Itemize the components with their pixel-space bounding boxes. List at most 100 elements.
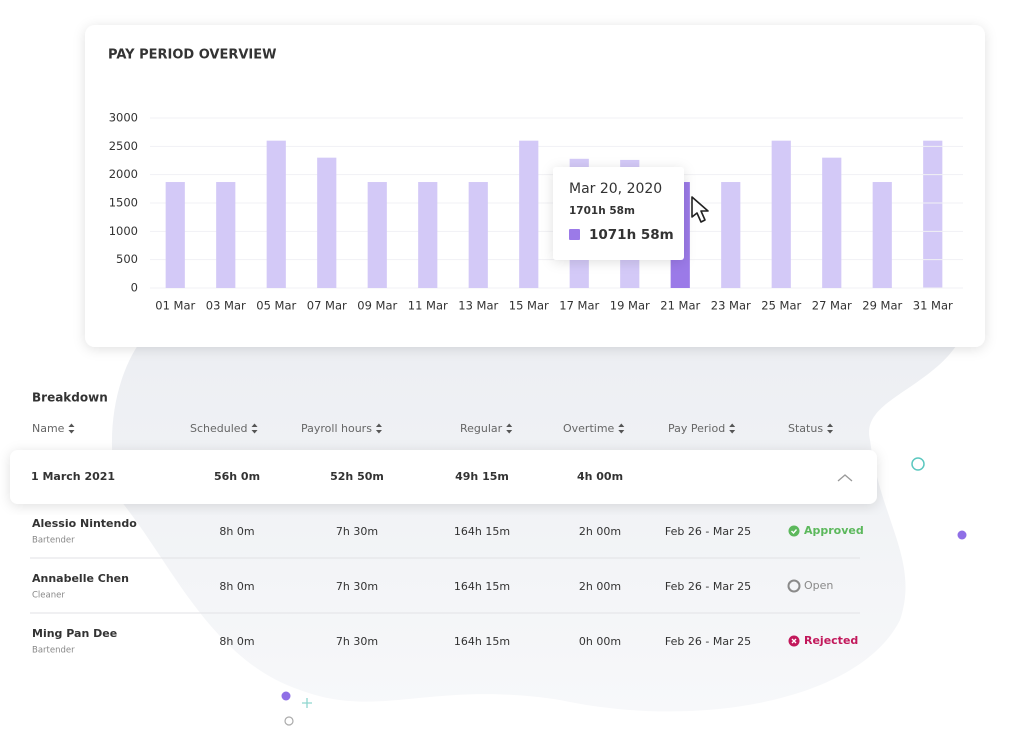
y-tick-label: 2000: [109, 167, 138, 181]
cell: 8h 0m: [219, 635, 254, 648]
x-tick-label: 09 Mar: [357, 299, 397, 313]
bar[interactable]: [872, 182, 892, 288]
group-row[interactable]: [10, 450, 877, 504]
group-cell: 56h 0m: [214, 470, 260, 483]
sort-icon[interactable]: [251, 423, 258, 434]
bar[interactable]: [822, 157, 842, 288]
x-tick-label: 29 Mar: [862, 299, 902, 313]
cell: 164h 15m: [454, 580, 510, 593]
x-tick-label: 13 Mar: [458, 299, 498, 313]
decor: [911, 457, 925, 471]
cell: 7h 30m: [336, 525, 378, 538]
cell: 8h 0m: [219, 525, 254, 538]
cursor: [691, 196, 709, 223]
decor: [281, 691, 291, 701]
column-header[interactable]: Regular: [460, 422, 503, 435]
group-cell: 1 March 2021: [31, 470, 115, 483]
bar[interactable]: [923, 140, 943, 288]
sort-icon[interactable]: [68, 423, 75, 434]
cell: 164h 15m: [454, 525, 510, 538]
column-header[interactable]: Overtime: [563, 422, 615, 435]
cell: 2h 00m: [579, 580, 621, 593]
sort-icon[interactable]: [506, 423, 513, 434]
tooltip-value: 1071h 58m: [589, 227, 674, 243]
group-cell: 52h 50m: [330, 470, 384, 483]
y-tick-label: 1500: [109, 196, 138, 210]
decor: [284, 716, 294, 726]
tooltip-swatch: [569, 229, 580, 240]
status: Rejected: [804, 634, 858, 647]
status-icon: [788, 525, 800, 537]
employee-role: Bartender: [32, 536, 75, 546]
cell: 2h 00m: [579, 525, 621, 538]
bar[interactable]: [519, 140, 539, 288]
chart-title: PAY PERIOD OVERVIEW: [108, 48, 277, 63]
cell: Feb 26 - Mar 25: [665, 525, 751, 538]
breakdown-title: Breakdown: [32, 391, 108, 405]
table: Name Scheduled Payroll hours Regular Overtim…: [30, 422, 864, 656]
y-tick-label: 3000: [109, 111, 138, 125]
x-tick-label: 19 Mar: [610, 299, 650, 313]
x-tick-label: 11 Mar: [408, 299, 448, 313]
employee-name: Annabelle Chen: [32, 572, 129, 585]
employee-role: Bartender: [32, 646, 75, 656]
x-tick-label: 07 Mar: [307, 299, 347, 313]
x-tick-label: 31 Mar: [913, 299, 953, 313]
bar[interactable]: [721, 182, 741, 288]
sort-icon[interactable]: [729, 423, 736, 434]
x-tick-label: 17 Mar: [559, 299, 599, 313]
collapse-icon[interactable]: [837, 474, 853, 482]
y-tick-label: 2500: [109, 139, 138, 153]
x-tick-label: 05 Mar: [256, 299, 296, 313]
y-tick-label: 0: [131, 281, 138, 295]
tooltip-box: [553, 167, 684, 260]
status: Open: [804, 579, 833, 592]
status-icon: [791, 529, 798, 535]
group-cell: 49h 15m: [455, 470, 509, 483]
x-tick-label: 01 Mar: [155, 299, 195, 313]
column-header[interactable]: Pay Period: [668, 422, 725, 435]
bar[interactable]: [216, 182, 236, 288]
bar[interactable]: [165, 182, 185, 288]
sort-icon[interactable]: [375, 423, 382, 434]
employee-name: Alessio Nintendo: [32, 517, 137, 530]
column-header[interactable]: Name: [32, 422, 65, 435]
sort-icon[interactable]: [618, 423, 625, 434]
cell: 7h 30m: [336, 635, 378, 648]
employee-name: Ming Pan Dee: [32, 627, 117, 640]
x-tick-label: 23 Mar: [711, 299, 751, 313]
decor: [957, 530, 967, 540]
tooltip-line: 1701h 58m: [569, 205, 635, 217]
employee-role: Cleaner: [32, 591, 65, 601]
status: Approved: [804, 524, 864, 537]
bar[interactable]: [317, 157, 337, 288]
cell: Feb 26 - Mar 25: [665, 580, 751, 593]
bar[interactable]: [266, 140, 286, 288]
y-tick-label: 1000: [109, 224, 138, 238]
x-tick-label: 27 Mar: [812, 299, 852, 313]
background-blob: [111, 330, 960, 712]
column-header[interactable]: Payroll hours: [301, 422, 372, 435]
column-header[interactable]: Status: [788, 422, 823, 435]
y-tick-label: 500: [116, 252, 138, 266]
decor: [302, 698, 312, 708]
bar[interactable]: [367, 182, 387, 288]
bar[interactable]: [771, 140, 791, 288]
cell: Feb 26 - Mar 25: [665, 635, 751, 648]
x-tick-label: 25 Mar: [761, 299, 801, 313]
cell: 8h 0m: [219, 580, 254, 593]
bar[interactable]: [418, 182, 438, 288]
tooltip: Mar 20, 2020 1701h 58m 1071h 58m: [553, 167, 684, 260]
group-cell: 4h 00m: [577, 470, 623, 483]
sort-icon[interactable]: [827, 423, 834, 434]
status-icon: [787, 579, 801, 593]
x-tick-label: 03 Mar: [206, 299, 246, 313]
x-tick-label: 21 Mar: [660, 299, 700, 313]
x-tick-label: 15 Mar: [509, 299, 549, 313]
bar[interactable]: [468, 182, 488, 288]
column-header[interactable]: Scheduled: [190, 422, 248, 435]
cell: 0h 00m: [579, 635, 621, 648]
cell: 7h 30m: [336, 580, 378, 593]
